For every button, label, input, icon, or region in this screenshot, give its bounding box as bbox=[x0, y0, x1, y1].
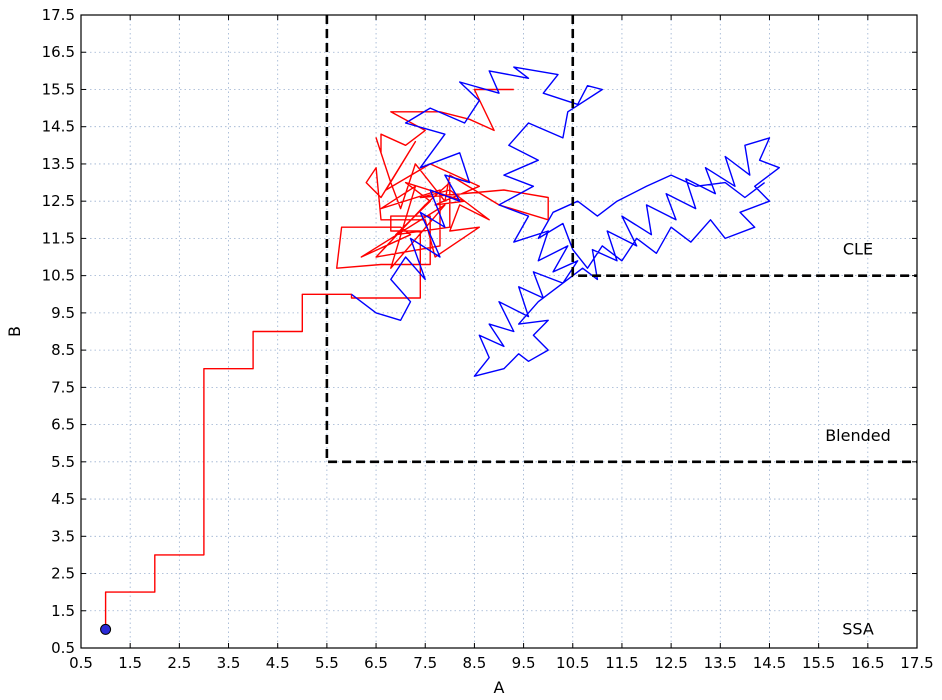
grid-layer bbox=[80, 14, 918, 649]
y-tick-label: 9.5 bbox=[51, 304, 75, 322]
x-tick-label: 9.5 bbox=[512, 654, 536, 672]
x-tick-label: 12.5 bbox=[654, 654, 687, 672]
x-tick-label: 13.5 bbox=[704, 654, 737, 672]
y-tick-label: 11.5 bbox=[42, 229, 75, 247]
boundary-layer bbox=[325, 15, 917, 464]
y-axis-label: B bbox=[5, 326, 24, 337]
x-tick-label: 15.5 bbox=[802, 654, 835, 672]
x-tick-label: 4.5 bbox=[266, 654, 290, 672]
y-tick-label: 15.5 bbox=[42, 80, 75, 98]
start-point-marker bbox=[100, 623, 112, 635]
y-tick-label: 17.5 bbox=[42, 6, 75, 24]
y-tick-label: 14.5 bbox=[42, 118, 75, 136]
x-tick-label: 0.5 bbox=[69, 654, 93, 672]
series-layer bbox=[104, 66, 780, 630]
y-tick-label: 16.5 bbox=[42, 43, 75, 61]
boundary-blended bbox=[325, 15, 917, 464]
x-tick-label: 3.5 bbox=[217, 654, 241, 672]
x-tick-label: 16.5 bbox=[851, 654, 884, 672]
marker-layer bbox=[100, 623, 112, 635]
y-tick-label: 7.5 bbox=[51, 378, 75, 396]
y-tick-label: 12.5 bbox=[42, 192, 75, 210]
region-label-ssa: SSA bbox=[842, 619, 874, 638]
y-tick-label: 3.5 bbox=[51, 527, 75, 545]
y-tick-label: 4.5 bbox=[51, 490, 75, 508]
y-tick-label: 5.5 bbox=[51, 453, 75, 471]
label-layer: A B bbox=[5, 326, 505, 697]
region-label-blended: Blended bbox=[825, 426, 891, 445]
x-axis-label: A bbox=[494, 678, 505, 697]
y-tick-label: 13.5 bbox=[42, 155, 75, 173]
x-tick-label: 2.5 bbox=[167, 654, 191, 672]
y-tick-label: 8.5 bbox=[51, 341, 75, 359]
x-tick-label: 17.5 bbox=[900, 654, 933, 672]
x-tick-label: 11.5 bbox=[605, 654, 638, 672]
series-line-2 bbox=[351, 66, 780, 377]
x-tick-label: 14.5 bbox=[753, 654, 786, 672]
region-label-cle: CLE bbox=[843, 240, 873, 259]
x-tick-label: 5.5 bbox=[315, 654, 339, 672]
x-tick-label: 6.5 bbox=[364, 654, 388, 672]
y-tick-label: 0.5 bbox=[51, 639, 75, 657]
y-tick-label: 6.5 bbox=[51, 416, 75, 434]
x-tick-label: 10.5 bbox=[556, 654, 589, 672]
region-label-layer: SSA Blended CLE bbox=[825, 240, 891, 639]
plot-frame bbox=[80, 14, 918, 649]
y-tick-label: 1.5 bbox=[51, 602, 75, 620]
x-tick-label: 1.5 bbox=[118, 654, 142, 672]
y-tick-label: 2.5 bbox=[51, 565, 75, 583]
boundary-cle bbox=[571, 15, 917, 277]
x-tick-label: 8.5 bbox=[462, 654, 486, 672]
series-line-1 bbox=[104, 88, 549, 630]
tick-layer: 0.5 1.5 2.5 3.5 4.5 5.5 6.5 7.5 8.5 9.5 10.5 11.5 12… bbox=[42, 6, 934, 672]
x-tick-label: 7.5 bbox=[413, 654, 437, 672]
y-tick-label: 10.5 bbox=[42, 267, 75, 285]
